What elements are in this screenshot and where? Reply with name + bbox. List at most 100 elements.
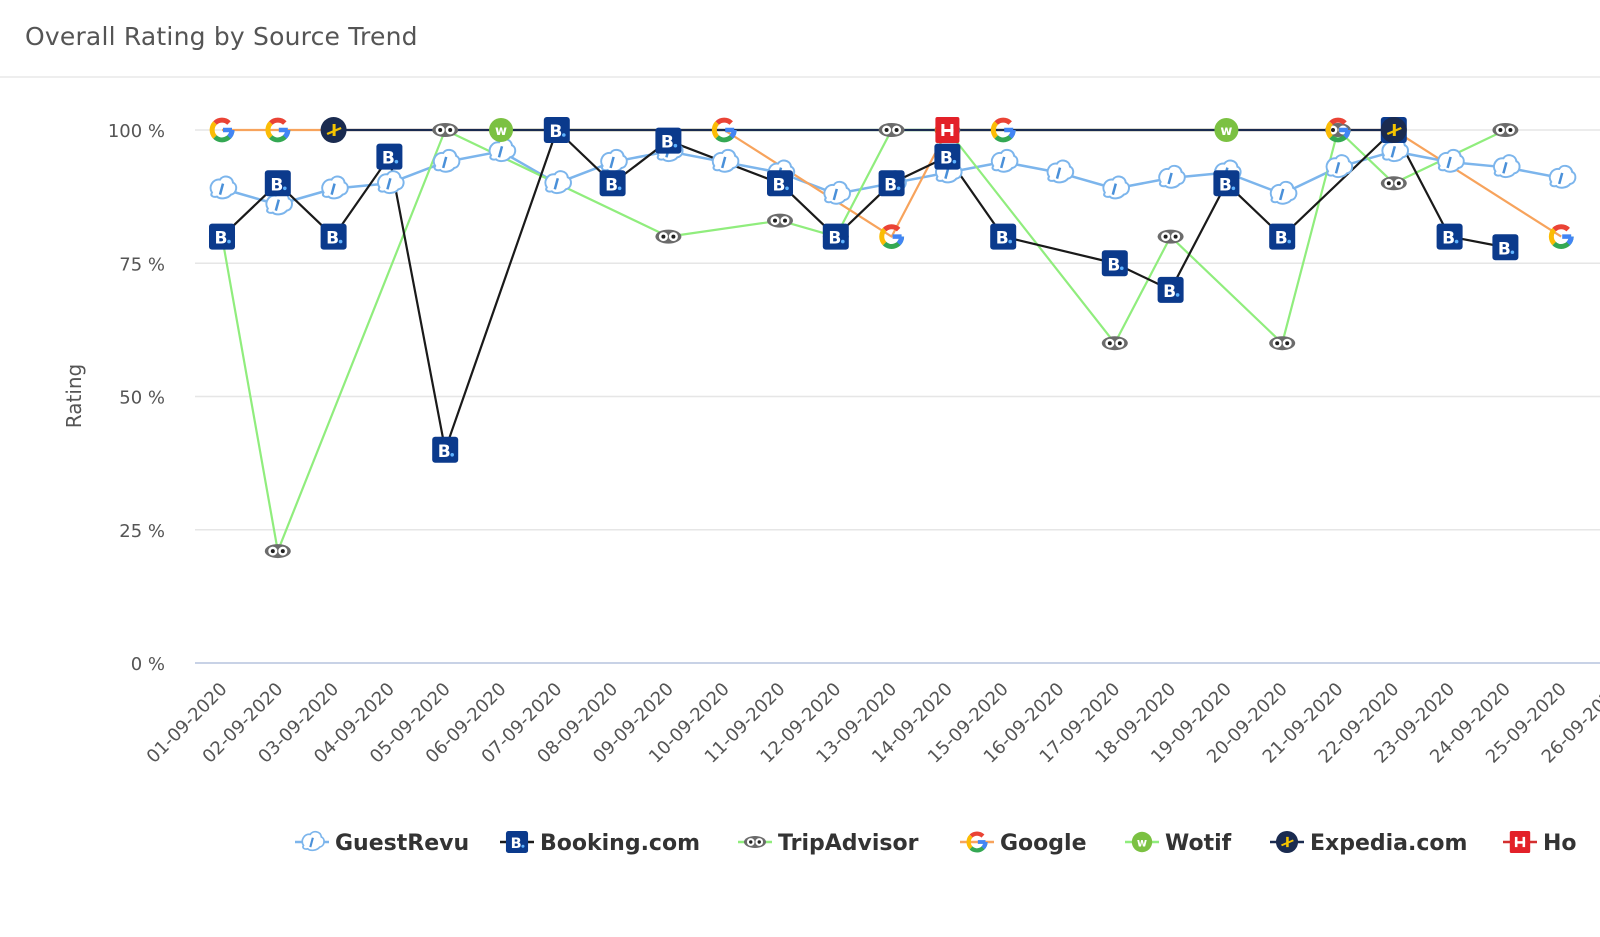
- svg-text:B: B: [1219, 175, 1232, 195]
- expedia-icon: [1275, 830, 1299, 854]
- svg-text:B: B: [605, 175, 618, 195]
- y-tick-label: 75 %: [119, 254, 165, 275]
- data-point-google: [1548, 224, 1574, 249]
- chart-title: Overall Rating by Source Trend: [25, 22, 418, 51]
- data-point-guestrevu: [1046, 159, 1075, 184]
- data-point-booking: B: [320, 223, 347, 250]
- data-point-booking: B: [767, 170, 793, 197]
- svg-text:B: B: [270, 175, 283, 195]
- svg-text:B: B: [661, 133, 674, 153]
- svg-text:B: B: [511, 836, 522, 852]
- data-point-wotif: w: [489, 118, 513, 142]
- data-point-google: [265, 117, 291, 143]
- svg-text:w: w: [495, 124, 507, 139]
- svg-text:B: B: [1275, 229, 1288, 249]
- legend-label: Wotif: [1165, 831, 1232, 856]
- legend-item[interactable]: Ho: [1503, 830, 1577, 856]
- data-point-guestrevu: [209, 175, 238, 200]
- svg-text:B: B: [1163, 282, 1176, 302]
- y-tick-label: 50 %: [119, 388, 165, 409]
- data-point-guestrevu: [376, 170, 405, 195]
- legend-item[interactable]: Google: [960, 831, 1087, 856]
- data-point-booking: B: [264, 170, 291, 197]
- svg-text:B: B: [996, 229, 1009, 249]
- data-point-guestrevu: [1548, 164, 1577, 189]
- data-point-guestrevu: [711, 148, 740, 173]
- data-point-booking: B: [432, 436, 459, 463]
- data-point-booking: B: [1492, 234, 1519, 261]
- data-point-booking: B: [599, 170, 626, 197]
- svg-text:w: w: [1220, 124, 1232, 139]
- data-point-google: [990, 117, 1016, 143]
- data-point-tripadvisor: [767, 213, 793, 228]
- data-point-hotels: [935, 117, 960, 143]
- data-point-tripadvisor: [1269, 336, 1296, 351]
- data-point-booking: B: [543, 117, 570, 143]
- data-point-google: [879, 224, 905, 249]
- svg-text:B: B: [215, 229, 228, 249]
- data-point-guestrevu: [321, 175, 349, 200]
- legend: GuestRevu B Booking.com TripAdvisor Google w W…: [295, 830, 1577, 856]
- data-point-booking: B: [1269, 223, 1296, 250]
- legend-label: Ho: [1543, 831, 1577, 856]
- data-point-google: [711, 117, 737, 143]
- booking-icon: B: [505, 830, 529, 854]
- data-point-booking: B: [1436, 223, 1463, 250]
- hotels-icon: [1509, 830, 1531, 854]
- data-point-booking: B: [1213, 170, 1240, 197]
- data-point-tripadvisor: [1380, 176, 1407, 191]
- svg-text:B: B: [773, 175, 786, 195]
- svg-text:B: B: [326, 229, 339, 249]
- legend-label: Booking.com: [540, 831, 700, 856]
- legend-item[interactable]: TripAdvisor: [738, 831, 919, 856]
- svg-text:B: B: [549, 122, 562, 142]
- plot-area: wwBBBBBBBBBBBBBBBBBBBB: [209, 117, 1577, 559]
- tripadvisor-icon: [743, 836, 767, 848]
- data-point-expedia: [320, 117, 347, 143]
- data-point-booking: B: [376, 143, 403, 170]
- series-line-tripadvisor: [220, 128, 1506, 553]
- y-tick-label: 25 %: [119, 521, 165, 542]
- guestrevu-icon: [301, 830, 325, 852]
- y-tick-label: 100 %: [108, 121, 165, 142]
- legend-item[interactable]: B Booking.com: [500, 830, 700, 856]
- data-point-booking: B: [990, 223, 1017, 250]
- data-point-guestrevu: [432, 148, 461, 173]
- data-point-tripadvisor: [432, 123, 459, 137]
- svg-text:B: B: [1107, 255, 1120, 275]
- data-point-booking: B: [655, 127, 682, 154]
- data-point-guestrevu: [1269, 180, 1298, 205]
- data-point-guestrevu: [1158, 164, 1186, 189]
- svg-text:B: B: [382, 149, 395, 169]
- legend-label: GuestRevu: [335, 831, 469, 856]
- svg-text:B: B: [828, 229, 841, 249]
- svg-text:B: B: [1442, 229, 1455, 249]
- legend-item[interactable]: GuestRevu: [295, 830, 469, 856]
- legend-label: Expedia.com: [1310, 831, 1467, 856]
- legend-label: Google: [1000, 831, 1087, 856]
- data-point-google: [1325, 117, 1351, 143]
- chart-header: Overall Rating by Source Trend: [0, 0, 1600, 78]
- data-point-expedia: [1380, 117, 1407, 143]
- data-point-guestrevu: [1437, 148, 1465, 173]
- data-point-booking: B: [822, 223, 849, 250]
- data-point-guestrevu: [990, 148, 1019, 173]
- y-axis-title: Rating: [62, 364, 86, 428]
- data-point-booking: B: [934, 143, 961, 170]
- data-point-booking: B: [1101, 250, 1128, 277]
- data-point-tripadvisor: [1101, 336, 1128, 351]
- data-point-wotif: w: [1214, 118, 1239, 142]
- svg-text:B: B: [438, 442, 451, 462]
- svg-text:B: B: [940, 149, 953, 169]
- data-point-guestrevu: [823, 180, 851, 205]
- svg-text:B: B: [884, 175, 897, 195]
- legend-item[interactable]: w Wotif: [1125, 831, 1232, 856]
- data-point-tripadvisor: [264, 544, 291, 559]
- svg-text:B: B: [1498, 239, 1511, 259]
- data-point-tripadvisor: [1492, 123, 1519, 137]
- data-point-booking: B: [209, 223, 235, 250]
- legend-item[interactable]: Expedia.com: [1270, 830, 1467, 856]
- y-tick-label: 0 %: [131, 654, 165, 675]
- data-point-tripadvisor: [655, 229, 682, 244]
